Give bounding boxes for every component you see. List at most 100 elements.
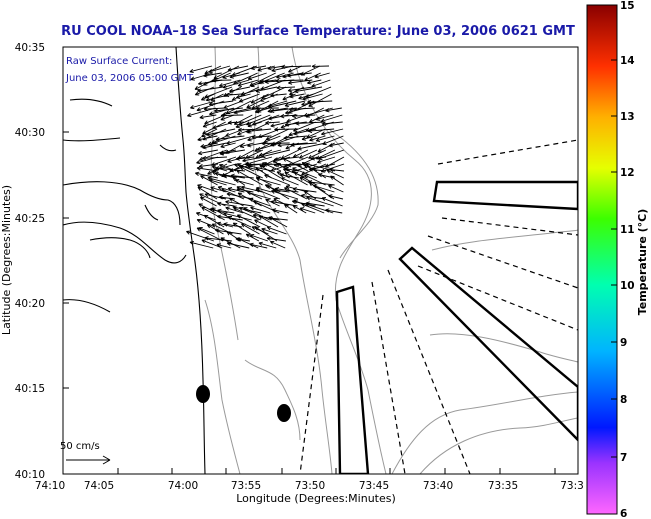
current-vector <box>295 121 325 126</box>
current-vector <box>237 237 259 249</box>
current-vector <box>280 121 298 129</box>
current-vector <box>326 169 344 179</box>
current-vector <box>197 135 218 142</box>
current-vector <box>196 166 219 172</box>
current-vector <box>266 226 287 235</box>
current-vector <box>315 135 335 143</box>
current-vector <box>187 107 216 118</box>
colorbar: 15 14 13 12 11 10 9 8 7 6 Temperature (°… <box>586 0 649 519</box>
current-vector <box>289 107 315 112</box>
current-vector <box>189 65 213 74</box>
current-vector <box>246 100 261 109</box>
current-vector <box>294 86 323 94</box>
current-vector <box>227 186 245 193</box>
x-tick-label: 73:3 <box>560 480 584 492</box>
current-vector <box>330 175 344 186</box>
current-vector <box>194 86 215 96</box>
current-vector <box>264 174 290 186</box>
current-vector <box>267 65 285 71</box>
current-vector <box>233 207 261 221</box>
current-vector <box>302 93 323 101</box>
current-vector <box>260 79 277 84</box>
current-vector <box>291 113 316 119</box>
current-vector <box>236 93 251 99</box>
x-tick-label: 74:05 <box>84 480 114 492</box>
current-vector <box>213 65 240 79</box>
current-vector <box>321 121 343 126</box>
current-vector <box>196 218 216 228</box>
current-vector <box>220 237 241 249</box>
current-vector <box>195 171 218 179</box>
current-vector <box>309 135 326 142</box>
current-vector <box>200 93 215 101</box>
current-vector <box>221 188 245 200</box>
shoal-markers <box>196 385 291 422</box>
current-vector <box>254 107 270 114</box>
current-vector <box>198 149 218 156</box>
current-vector <box>247 191 272 200</box>
current-vector <box>328 142 344 148</box>
colorbar-tick: 9 <box>620 337 627 349</box>
current-vector <box>204 65 222 75</box>
current-vector <box>222 79 250 89</box>
colorbar-tick: 8 <box>620 394 627 406</box>
x-tick-label: 73:50 <box>295 480 325 492</box>
current-vector <box>227 120 244 125</box>
current-vector <box>227 65 249 72</box>
current-vector <box>266 236 286 242</box>
current-vector <box>276 85 296 90</box>
current-vector <box>305 203 334 214</box>
current-vector <box>316 156 336 164</box>
current-vector <box>211 171 227 179</box>
current-vector <box>198 203 217 214</box>
current-vector <box>300 193 326 200</box>
current-vector <box>262 162 282 172</box>
current-vector <box>211 78 232 83</box>
current-vector <box>281 64 312 69</box>
current-vector <box>255 106 279 111</box>
x-tick-label: 74:10 <box>35 480 65 492</box>
map-frame <box>62 46 579 475</box>
current-vector <box>253 200 280 214</box>
current-timestamp: June 03, 2006 05:00 GMT <box>65 73 194 84</box>
current-vector <box>270 121 289 128</box>
current-vector <box>201 206 225 221</box>
current-vector <box>216 214 243 221</box>
current-vector <box>307 79 322 85</box>
current-vector <box>216 243 232 249</box>
current-vector <box>237 79 259 87</box>
current-vector <box>202 121 217 128</box>
current-vector <box>258 215 279 228</box>
current-vector <box>204 114 226 125</box>
current-vector <box>203 214 225 228</box>
current-vector <box>217 201 235 207</box>
current-vector <box>199 114 217 120</box>
current-vector <box>249 233 269 242</box>
current-vector <box>293 128 317 136</box>
colorbar-tick: 7 <box>620 452 627 464</box>
current-vector <box>280 177 299 186</box>
current-vector <box>255 188 281 200</box>
current-vector <box>202 142 227 150</box>
scale-label: 50 cm/s <box>60 441 100 452</box>
current-vector <box>284 204 298 214</box>
current-vector <box>204 236 232 242</box>
x-axis-label: Longitude (Degrees:Minutes) <box>236 492 396 505</box>
colorbar-scale <box>586 4 618 515</box>
x-tick-label: 74:00 <box>168 480 198 492</box>
current-vector <box>200 196 217 207</box>
current-vector <box>268 216 288 228</box>
current-vector <box>254 226 278 242</box>
current-vector <box>203 106 225 112</box>
current-vector <box>259 164 282 179</box>
current-vector <box>234 163 264 172</box>
y-axis: 40:35 40:30 40:25 40:20 40:15 40:10 Lati… <box>0 42 69 481</box>
current-vector <box>315 114 334 121</box>
current-vector <box>301 135 317 141</box>
current-vector <box>245 128 272 134</box>
current-vector <box>222 173 245 179</box>
x-axis: 74:10 74:05 74:00 73:55 73:50 73:45 73:4… <box>35 468 584 505</box>
scale-arrow <box>66 455 111 465</box>
current-vector <box>190 100 216 110</box>
current-vector <box>284 171 308 186</box>
